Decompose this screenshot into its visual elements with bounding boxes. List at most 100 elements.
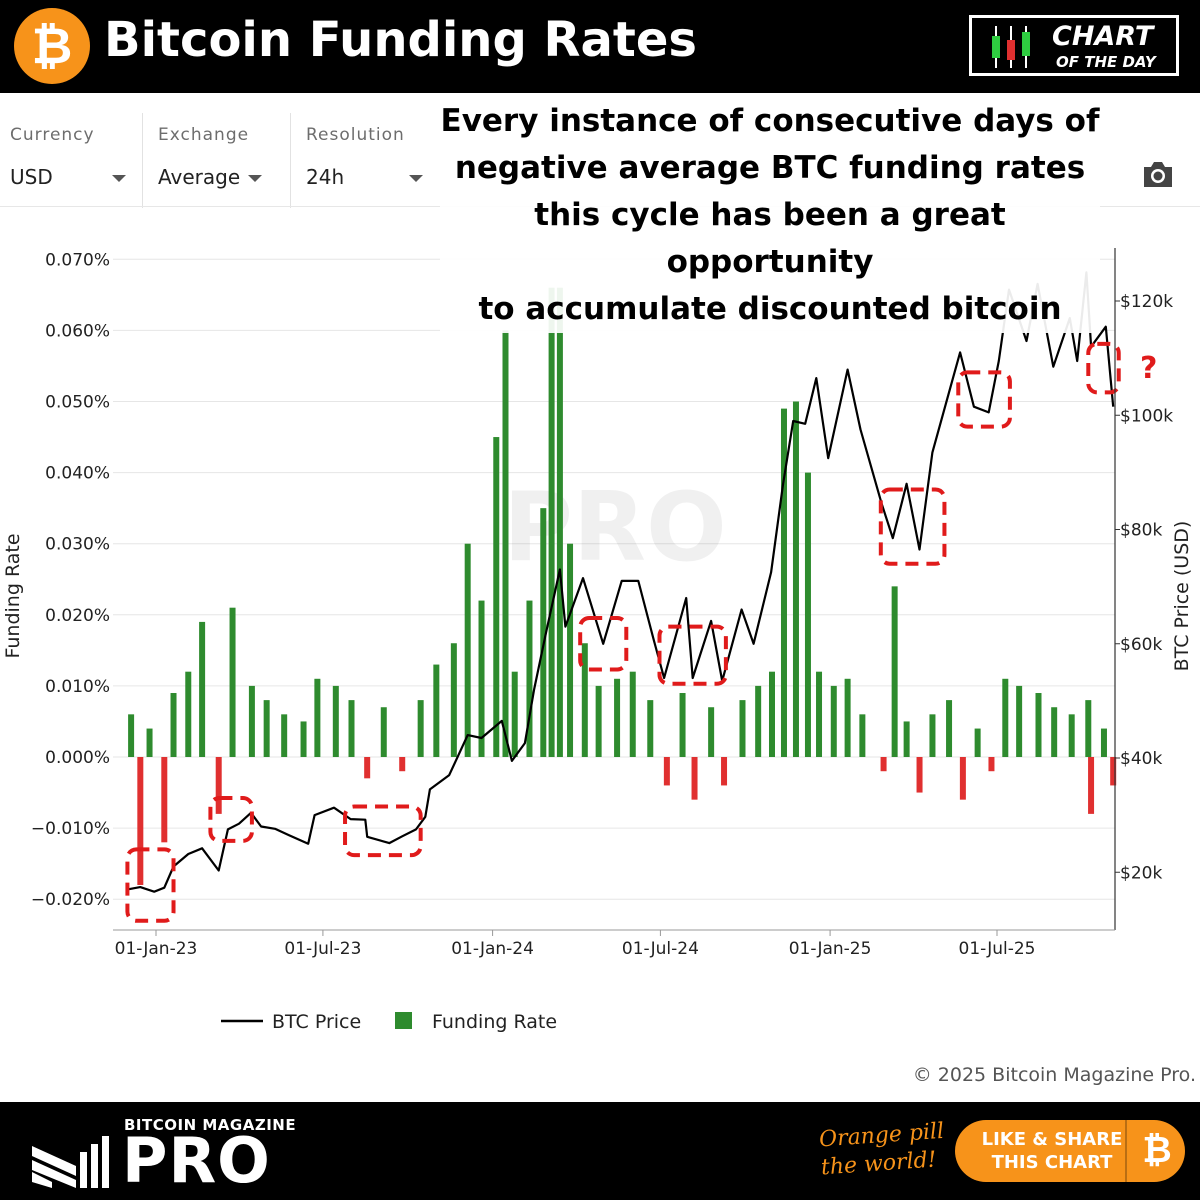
headline-line: Every instance of consecutive days of bbox=[440, 103, 1100, 139]
funding-rate-bar bbox=[248, 685, 255, 757]
y-tick-label: 0.000% bbox=[45, 748, 110, 768]
funding-rate-bars bbox=[128, 287, 1117, 885]
funding-rate-bar bbox=[859, 714, 866, 757]
y-tick-label: −0.020% bbox=[31, 890, 110, 910]
y-tick-label: −0.010% bbox=[31, 819, 110, 839]
y2-tick-label: $100k bbox=[1120, 406, 1173, 426]
chevron-down-icon bbox=[112, 175, 126, 182]
funding-rate-bar bbox=[614, 678, 621, 757]
y-axis-title: Funding Rate bbox=[2, 533, 24, 658]
funding-rate-bar bbox=[1088, 757, 1095, 814]
exchange-select[interactable]: Exchange Average bbox=[143, 113, 291, 208]
y-tick-label: 0.040% bbox=[45, 464, 110, 484]
funding-rate-bar bbox=[1016, 685, 1023, 757]
slogan-text: Orange pill the world! bbox=[818, 1118, 945, 1181]
headline-annotation: Every instance of consecutive days of ne… bbox=[440, 98, 1100, 333]
share-divider bbox=[1125, 1120, 1127, 1182]
like-share-button[interactable]: LIKE & SHARE THIS CHART ₿ bbox=[955, 1120, 1185, 1182]
bitcoin-icon: ₿ bbox=[1142, 1130, 1172, 1171]
funding-rate-bar bbox=[478, 600, 485, 757]
funding-rate-bar bbox=[1068, 714, 1075, 757]
funding-rate-bar bbox=[916, 757, 923, 793]
y2-tick-label: $20k bbox=[1120, 863, 1162, 883]
funding-rate-bar bbox=[493, 437, 500, 757]
funding-rate-bar bbox=[450, 643, 457, 757]
funding-rate-bar bbox=[364, 757, 371, 779]
funding-rate-bar bbox=[1002, 678, 1009, 757]
funding-rate-bar bbox=[929, 714, 936, 757]
funding-rate-bar bbox=[830, 685, 837, 757]
x-tick-label: 01-Jul-24 bbox=[622, 939, 699, 959]
funding-rate-bar bbox=[511, 671, 518, 757]
camera-icon[interactable] bbox=[1141, 159, 1175, 189]
share-button-label: LIKE & SHARE THIS CHART bbox=[977, 1128, 1127, 1174]
funding-rate-bar bbox=[780, 408, 787, 757]
funding-rate-bar bbox=[540, 508, 547, 757]
funding-rate-bar bbox=[229, 607, 236, 757]
funding-rate-bar bbox=[581, 643, 588, 757]
funding-rate-bar bbox=[959, 757, 966, 800]
pro-logo-icon bbox=[32, 1136, 109, 1188]
y-axis-labels: 0.070% 0.060% 0.050% 0.040% 0.030% 0.020% 0.01… bbox=[31, 250, 110, 910]
funding-rate-bar bbox=[170, 693, 177, 757]
headline-line: negative average BTC funding rates bbox=[454, 150, 1086, 186]
y-tick-label: 0.060% bbox=[45, 321, 110, 341]
funding-rate-bar bbox=[1051, 707, 1058, 757]
x-tick-label: 01-Jan-24 bbox=[451, 939, 534, 959]
y2-tick-label: $120k bbox=[1120, 292, 1173, 312]
x-tick-label: 01-Jan-23 bbox=[115, 939, 198, 959]
watermark: PRO bbox=[503, 473, 727, 583]
highlight-box bbox=[125, 847, 176, 923]
resolution-label: Resolution bbox=[306, 125, 405, 145]
share-line-1: LIKE & SHARE bbox=[981, 1129, 1123, 1150]
funding-rate-bar bbox=[526, 600, 533, 757]
funding-rate-bar bbox=[332, 685, 339, 757]
question-mark-label: ? bbox=[1140, 351, 1157, 386]
highlight-box bbox=[956, 370, 1012, 429]
funding-rate-bar bbox=[792, 401, 799, 757]
funding-rate-bar bbox=[755, 685, 762, 757]
badge-subtitle: OF THE DAY bbox=[1056, 53, 1156, 71]
footer-brand-title: PRO bbox=[122, 1124, 271, 1197]
funding-rate-bar bbox=[691, 757, 698, 800]
funding-rate-bar bbox=[880, 757, 887, 772]
y2-tick-label: $80k bbox=[1120, 521, 1162, 541]
footer-brand-subtitle: BITCOIN MAGAZINE bbox=[124, 1116, 297, 1134]
funding-rate-bar bbox=[804, 472, 811, 757]
resolution-select[interactable]: Resolution 24h bbox=[291, 113, 440, 208]
candlestick-icon bbox=[992, 26, 1030, 68]
chart-of-the-day-badge: CHART OF THE DAY bbox=[969, 15, 1179, 76]
funding-rate-bar bbox=[663, 757, 670, 786]
currency-select[interactable]: Currency USD bbox=[0, 113, 143, 208]
funding-rate-bar bbox=[946, 700, 953, 757]
funding-rate-bar bbox=[816, 671, 823, 757]
funding-rate-bar bbox=[721, 757, 728, 786]
resolution-value: 24h bbox=[306, 165, 345, 189]
highlight-box bbox=[578, 616, 629, 672]
y2-axis-title: BTC Price (USD) bbox=[1171, 521, 1193, 672]
funding-rate-bar bbox=[708, 707, 715, 757]
highlight-box bbox=[343, 804, 423, 858]
highlight-box bbox=[1086, 341, 1121, 395]
highlight-box bbox=[208, 795, 254, 843]
funding-rate-bar bbox=[1100, 728, 1107, 757]
headline-line: this cycle has been a great opportunity bbox=[534, 197, 1006, 280]
funding-rate-bar bbox=[300, 721, 307, 757]
y2-tick-label: $60k bbox=[1120, 635, 1162, 655]
funding-rate-bar bbox=[844, 678, 851, 757]
y2-tick-label: $40k bbox=[1120, 749, 1162, 769]
funding-rate-bar bbox=[215, 757, 222, 814]
funding-rate-bar bbox=[739, 700, 746, 757]
funding-rate-bar bbox=[1035, 693, 1042, 757]
funding-rate-chart: PRO ? 0.070% 0.060% 0.050% 0.040% 0.030% 0.02… bbox=[2, 248, 1193, 1033]
footer-bar: BITCOIN MAGAZINE PRO Orange pill the wor… bbox=[0, 1102, 1200, 1200]
funding-rate-bar bbox=[556, 287, 563, 757]
funding-rate-bar bbox=[891, 586, 898, 757]
funding-rate-bar bbox=[417, 700, 424, 757]
funding-rate-bar bbox=[281, 714, 288, 757]
legend-funding-label: Funding Rate bbox=[432, 1011, 557, 1033]
funding-rate-bar bbox=[974, 728, 981, 757]
highlight-box bbox=[878, 487, 947, 566]
funding-rate-bar bbox=[903, 721, 910, 757]
bitcoin-logo-icon: ₿ bbox=[14, 8, 90, 84]
